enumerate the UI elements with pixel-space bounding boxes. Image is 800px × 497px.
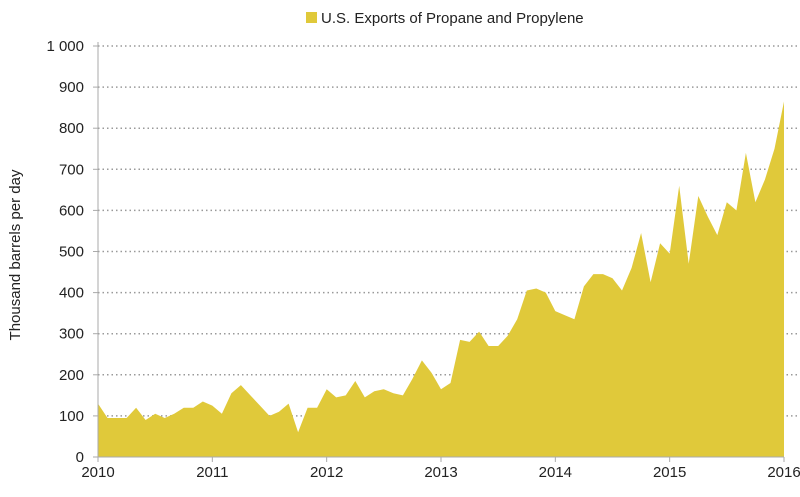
y-tick-label: 400 bbox=[59, 285, 84, 302]
y-axis-label: Thousand barrels per day bbox=[7, 169, 24, 340]
y-tick-label: 800 bbox=[59, 120, 84, 137]
y-tick-label: 900 bbox=[59, 79, 84, 96]
exports-area-series bbox=[98, 101, 784, 457]
x-tick-label: 2013 bbox=[424, 464, 457, 481]
y-tick-label: 500 bbox=[59, 244, 84, 261]
y-tick-label: 600 bbox=[59, 202, 84, 219]
x-tick-label: 2011 bbox=[196, 464, 228, 481]
x-tick-label: 2010 bbox=[81, 464, 114, 481]
axes bbox=[93, 42, 785, 462]
legend-label: U.S. Exports of Propane and Propylene bbox=[321, 10, 584, 27]
y-tick-label: 300 bbox=[59, 326, 84, 343]
y-tick-label: 1 000 bbox=[46, 38, 84, 55]
y-tick-label: 700 bbox=[59, 161, 84, 178]
y-tick-label: 200 bbox=[59, 367, 84, 384]
gridlines bbox=[98, 45, 800, 417]
y-tick-label: 100 bbox=[59, 408, 84, 425]
x-tick-labels: 2010 2011 2012 2013 2014 2015 2016 bbox=[81, 464, 800, 481]
x-tick-label: 2016 bbox=[767, 464, 800, 481]
legend-swatch bbox=[306, 12, 317, 23]
x-tick-label: 2014 bbox=[539, 464, 572, 481]
x-tick-label: 2012 bbox=[310, 464, 343, 481]
y-tick-labels: 0 100 200 300 400 500 600 700 800 900 1 000 bbox=[46, 38, 84, 466]
y-tick-label: 0 bbox=[76, 449, 84, 466]
x-tick-label: 2015 bbox=[653, 464, 686, 481]
